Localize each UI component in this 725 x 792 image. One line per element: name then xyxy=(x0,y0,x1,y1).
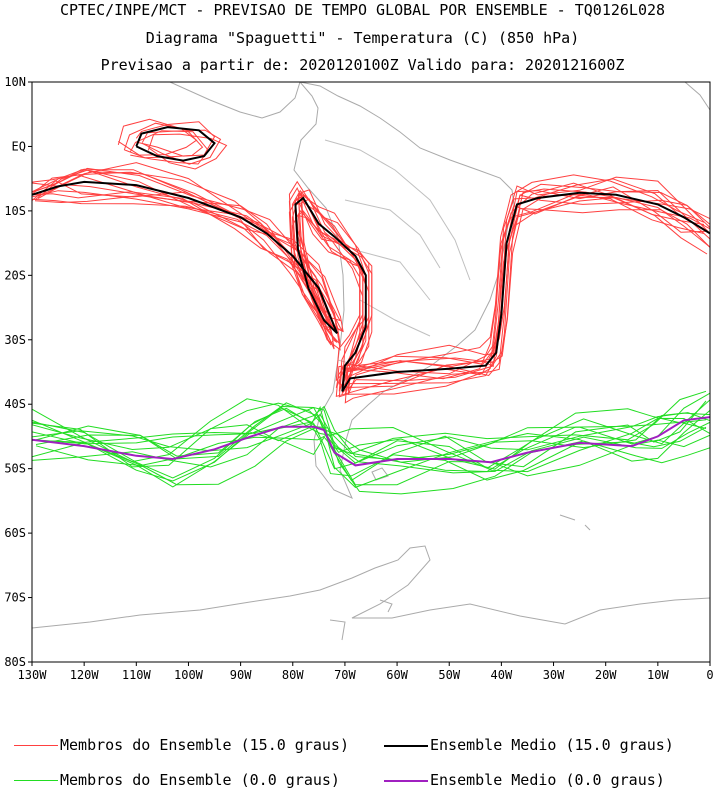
member-0-contour xyxy=(32,413,707,473)
lat-label: EQ xyxy=(12,139,26,153)
ensemble-mean-0-line xyxy=(32,416,710,467)
member-15-contour xyxy=(32,190,710,395)
legend-label-mean-15: Ensemble Medio (15.0 graus) xyxy=(430,736,674,754)
map-frame xyxy=(31,81,711,663)
legend-swatch-members-0 xyxy=(14,780,58,781)
member-0-contour xyxy=(32,407,710,479)
legend-label-mean-0: Ensemble Medio (0.0 graus) xyxy=(430,771,665,789)
lat-axis: 10N EQ 10S 20S 30S 40S 50S 60S 70S 80S xyxy=(4,75,32,669)
coastline-falklands xyxy=(371,467,389,481)
legend-mean-0: Ensemble Medio (0.0 graus) xyxy=(384,771,665,789)
member-15-contour xyxy=(32,168,710,387)
title-line-3: Previsao a partir de: 2020120100Z Valido… xyxy=(100,56,625,74)
member-15-contour xyxy=(32,162,710,390)
lon-label: 30W xyxy=(543,668,565,682)
member-0-contour xyxy=(35,407,710,463)
member-15-contour xyxy=(32,169,708,392)
title-line-1: CPTEC/INPE/MCT - PREVISAO DE TEMPO GLOBA… xyxy=(59,1,666,19)
lon-label: 20W xyxy=(595,668,617,682)
lon-label: 70W xyxy=(334,668,356,682)
lon-label: 60W xyxy=(386,668,408,682)
lon-label: 40W xyxy=(491,668,513,682)
lon-axis: 130W 120W 110W 100W 90W 80W 70W 60W 50W 40W 30W 20W… xyxy=(18,662,714,682)
coastline-layer xyxy=(32,82,710,641)
ensemble-mean-15-loop xyxy=(135,126,216,162)
lon-label: 110W xyxy=(122,668,152,682)
member-0-contour xyxy=(32,390,707,455)
lon-label: 90W xyxy=(230,668,252,682)
country-borders xyxy=(324,139,471,373)
member-0-contour xyxy=(32,398,707,469)
member-0-contour xyxy=(32,392,710,461)
member-15-contour xyxy=(34,195,710,404)
lat-label: 40S xyxy=(4,397,26,411)
lon-label: 80W xyxy=(282,668,304,682)
member-15-loop xyxy=(123,122,204,159)
lat-label: 30S xyxy=(4,333,26,347)
coastline-central-america xyxy=(169,82,301,119)
member-15-loop xyxy=(117,118,198,156)
member-15-loop xyxy=(141,129,222,165)
lat-label: 50S xyxy=(4,462,26,476)
member-0-contour xyxy=(32,405,710,488)
legend-label-members-15: Membros do Ensemble (15.0 graus) xyxy=(60,736,349,754)
lat-label: 80S xyxy=(4,655,26,669)
member-15-contour xyxy=(37,184,710,392)
member-0-contour xyxy=(32,431,710,488)
member-15-contour xyxy=(34,167,710,388)
lon-label: 100W xyxy=(174,668,204,682)
coastline-south-america xyxy=(293,82,515,499)
lat-label: 20S xyxy=(4,268,26,282)
legend-members-15: Membros do Ensemble (15.0 graus) xyxy=(14,736,349,754)
member-0-contour xyxy=(35,426,710,495)
member-15-loop xyxy=(135,121,216,157)
coastline-africa-edge xyxy=(684,82,710,111)
member-15-loop xyxy=(147,133,228,170)
lon-label: 130W xyxy=(18,668,48,682)
lat-label: 60S xyxy=(4,526,26,540)
member-0-contour xyxy=(35,399,710,470)
lon-label: 50W xyxy=(438,668,460,682)
coastline-antarctica xyxy=(32,545,710,629)
legend-members-0: Membros do Ensemble (0.0 graus) xyxy=(14,771,340,789)
members-0-layer xyxy=(32,390,710,495)
member-15-contour xyxy=(37,171,710,395)
lat-label: 10S xyxy=(4,204,26,218)
legend-swatch-members-15 xyxy=(14,745,58,746)
legend-mean-15: Ensemble Medio (15.0 graus) xyxy=(384,736,674,754)
legend-swatch-mean-15 xyxy=(384,744,428,747)
lat-label: 70S xyxy=(4,591,26,605)
ensemble-mean-15-line xyxy=(32,180,710,392)
legend-label-members-0: Membros do Ensemble (0.0 graus) xyxy=(60,771,340,789)
lat-label: 10N xyxy=(4,75,26,89)
member-0-contour xyxy=(32,406,710,464)
lon-label: 0 xyxy=(706,668,713,682)
member-15-contour xyxy=(32,179,708,389)
coastline-antarctica-islands xyxy=(329,514,591,641)
member-0-contour xyxy=(32,421,707,481)
lon-label: 120W xyxy=(70,668,100,682)
lon-label: 10W xyxy=(647,668,669,682)
legend-swatch-mean-0 xyxy=(384,779,428,782)
title-line-2: Diagrama "Spaguetti" - Temperatura (C) (… xyxy=(145,29,580,47)
members-15-layer xyxy=(32,118,710,404)
map-plot-area xyxy=(32,82,710,641)
